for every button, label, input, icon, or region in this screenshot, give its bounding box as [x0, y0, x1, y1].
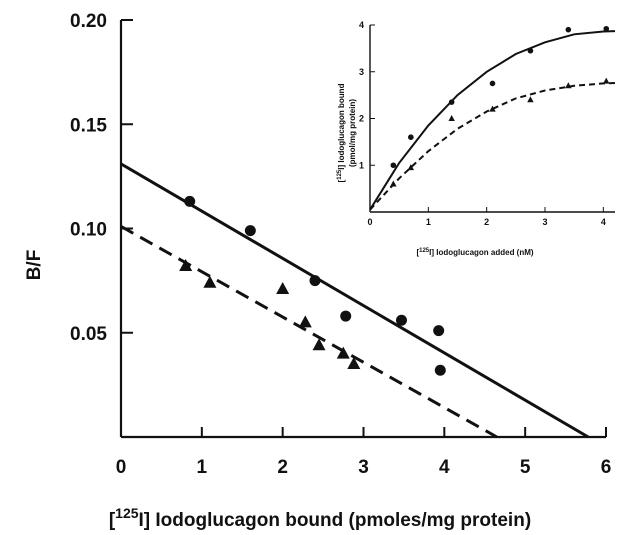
main-x-axis-title-isotope: 125	[115, 505, 139, 521]
inset-x-tick-label: 0	[367, 217, 372, 227]
main-point-circle	[434, 364, 446, 376]
main-x-tick-label: 2	[277, 457, 288, 478]
main-y-tick-label: 0.05	[70, 324, 107, 345]
main-point-circle	[184, 195, 196, 207]
main-point-circle	[244, 225, 256, 237]
inset-y-axis-title: [125I] Iodoglucagon bound	[337, 83, 346, 182]
inset-x-tick-label: 4	[601, 217, 606, 227]
main-point-circle	[309, 275, 321, 287]
inset-point-triangle	[603, 77, 610, 84]
main-point-circle	[340, 310, 352, 322]
inset-x-axis-title-bracket: [	[416, 248, 419, 257]
inset-curves	[369, 30, 616, 211]
main-fit-lines	[120, 162, 589, 439]
inset-y-tick-label: 4	[359, 20, 364, 30]
inset-point-triangle	[565, 82, 572, 89]
main-x-tick-label: 5	[520, 457, 531, 478]
inset-point-triangle	[527, 96, 534, 103]
inset-point-circle	[565, 26, 572, 33]
main-x-tick-label: 4	[439, 457, 450, 478]
inset-axes	[369, 25, 615, 213]
main-point-triangle	[336, 346, 350, 359]
main-point-triangle	[276, 281, 290, 294]
main-point-triangle	[312, 338, 326, 351]
inset-data-points	[390, 25, 610, 187]
main-point-triangle	[298, 315, 312, 328]
main-x-axis-title-bracket: [	[109, 510, 116, 531]
inset-y-axis-title-text: I] Iodoglucagon bound	[337, 83, 346, 169]
inset-ticks: 1 2 3 4 0 1 2 3 4	[359, 20, 606, 227]
main-x-tick-label: 3	[358, 457, 369, 478]
main-fit-line-1	[120, 162, 589, 439]
inset-point-triangle	[390, 180, 397, 187]
main-x-axis-title-text: I] Iodoglucagon bound (pmoles/mg protein…	[139, 510, 532, 531]
main-point-circle	[395, 314, 407, 326]
inset-x-axis-title: [125I] Iodoglucagon added (nM)	[416, 248, 533, 257]
inset-curve-1	[369, 30, 616, 211]
inset-point-triangle	[489, 105, 496, 112]
inset-x-axis-title-isotope: 125	[419, 248, 430, 254]
inset-point-circle	[489, 80, 496, 87]
main-point-triangle	[203, 275, 217, 288]
inset-point-circle	[603, 25, 610, 32]
inset-y-axis-title-bracket: [	[337, 179, 346, 182]
inset-point-circle	[390, 162, 397, 169]
main-y-tick-label: 0.10	[70, 220, 107, 241]
inset-y-axis-title-line2: (pmol/mg protein)	[348, 99, 357, 167]
inset-x-tick-label: 2	[484, 217, 489, 227]
main-x-tick-label: 0	[116, 457, 127, 478]
inset-y-tick-label: 2	[359, 114, 364, 124]
main-point-triangle	[179, 259, 193, 272]
main-fit-line-2	[120, 225, 498, 439]
inset-y-tick-label: 3	[359, 67, 364, 77]
inset-point-triangle	[448, 115, 455, 121]
main-y-ticks: 0.05 0.10 0.15 0.20	[70, 11, 133, 345]
inset-point-circle	[527, 47, 534, 54]
main-data-points	[179, 195, 446, 376]
main-x-ticks: 0 1 2 3 4 5 6	[116, 427, 612, 478]
inset-x-tick-label: 1	[426, 217, 431, 227]
inset-y-axis-title-isotope: 125	[337, 169, 343, 180]
main-x-axis-title: [125I] Iodoglucagon bound (pmoles/mg pro…	[109, 505, 531, 531]
main-point-triangle	[347, 357, 361, 370]
main-y-axis-title: B/F	[24, 250, 45, 281]
inset-x-tick-label: 3	[542, 217, 547, 227]
main-y-tick-label: 0.20	[70, 11, 107, 32]
inset-y-tick-label: 1	[359, 160, 364, 170]
inset-point-circle	[448, 99, 455, 105]
main-x-tick-label: 6	[601, 457, 612, 478]
inset-point-circle	[408, 134, 414, 140]
inset-point-triangle	[407, 164, 415, 171]
inset-curve-2	[369, 82, 616, 211]
main-y-tick-label: 0.15	[70, 115, 107, 136]
main-x-tick-label: 1	[197, 457, 208, 478]
main-axes	[119, 20, 606, 439]
main-point-circle	[433, 325, 445, 337]
inset-x-axis-title-text: I] Iodoglucagon added (nM)	[429, 248, 534, 257]
